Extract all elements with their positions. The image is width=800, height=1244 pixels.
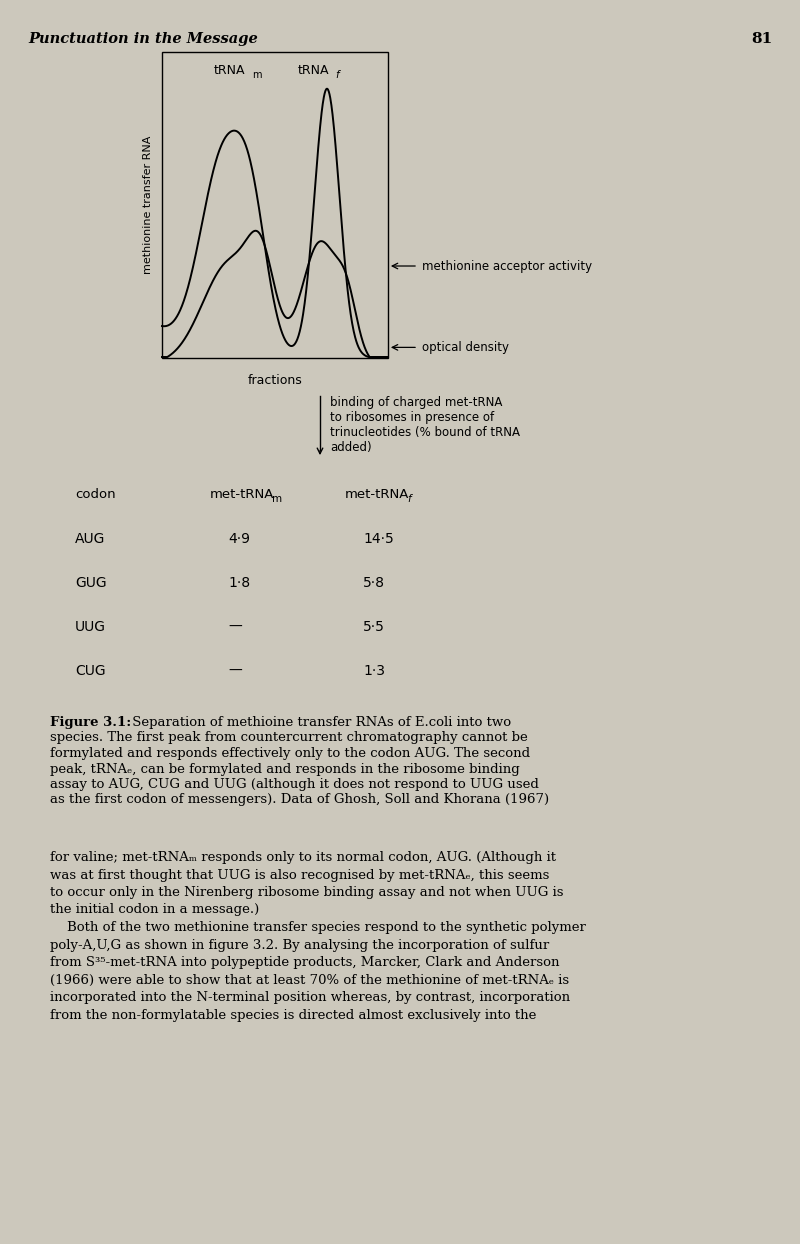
Text: met-tRNA: met-tRNA — [210, 488, 274, 501]
Text: formylated and responds effectively only to the codon AUG. The second: formylated and responds effectively only… — [50, 746, 530, 760]
Text: to occur only in the Nirenberg ribosome binding assay and not when UUG is: to occur only in the Nirenberg ribosome … — [50, 886, 563, 899]
Text: Figure 3.1:: Figure 3.1: — [50, 717, 131, 729]
Text: for valine; met-tRNAₘ responds only to its normal codon, AUG. (Although it: for valine; met-tRNAₘ responds only to i… — [50, 851, 556, 865]
Text: 1·8: 1·8 — [228, 576, 250, 590]
Text: peak, tRNAₑ, can be formylated and responds in the ribosome binding: peak, tRNAₑ, can be formylated and respo… — [50, 763, 520, 775]
Text: 81: 81 — [750, 32, 772, 46]
Text: 4·9: 4·9 — [228, 532, 250, 546]
Text: from the non-formylatable species is directed almost exclusively into the: from the non-formylatable species is dir… — [50, 1009, 536, 1021]
Text: met-tRNA: met-tRNA — [345, 488, 410, 501]
Text: binding of charged met-tRNA: binding of charged met-tRNA — [330, 396, 502, 409]
Bar — [162, 52, 388, 358]
Text: Both of the two methionine transfer species respond to the synthetic polymer: Both of the two methionine transfer spec… — [50, 921, 586, 934]
Text: to ribosomes in presence of: to ribosomes in presence of — [330, 411, 494, 424]
Text: UUG: UUG — [75, 620, 106, 634]
Text: Punctuation in the Message: Punctuation in the Message — [28, 32, 258, 46]
Text: the initial codon in a message.): the initial codon in a message.) — [50, 903, 259, 917]
Text: m: m — [272, 494, 282, 504]
Text: Separation of methioine transfer RNAs of E.coli into two: Separation of methioine transfer RNAs of… — [128, 717, 511, 729]
Text: tRNA: tRNA — [214, 63, 246, 77]
Text: (1966) were able to show that at least 70% of the methionine of met-tRNAₑ is: (1966) were able to show that at least 7… — [50, 974, 569, 986]
Text: was at first thought that UUG is also recognised by met-tRNAₑ, this seems: was at first thought that UUG is also re… — [50, 868, 550, 882]
Text: from S³⁵-met-tRNA into polypeptide products, Marcker, Clark and Anderson: from S³⁵-met-tRNA into polypeptide produ… — [50, 955, 559, 969]
Text: 5·5: 5·5 — [363, 620, 385, 634]
Text: trinucleotides (% bound of tRNA: trinucleotides (% bound of tRNA — [330, 425, 520, 439]
Text: added): added) — [330, 442, 372, 454]
Text: fractions: fractions — [248, 374, 302, 387]
Text: —: — — [228, 664, 242, 678]
Text: incorporated into the N-terminal position whereas, by contrast, incorporation: incorporated into the N-terminal positio… — [50, 991, 570, 1004]
Text: as the first codon of messengers). Data of Ghosh, Soll and Khorana (1967): as the first codon of messengers). Data … — [50, 794, 549, 806]
Text: tRNA: tRNA — [298, 63, 329, 77]
Text: GUG: GUG — [75, 576, 106, 590]
Text: methionine transfer RNA: methionine transfer RNA — [143, 136, 153, 274]
Text: —: — — [228, 620, 242, 634]
Text: AUG: AUG — [75, 532, 106, 546]
Text: species. The first peak from countercurrent chromatography cannot be: species. The first peak from countercurr… — [50, 731, 528, 744]
Text: optical density: optical density — [422, 341, 509, 353]
Text: f: f — [335, 70, 339, 80]
Text: f: f — [407, 494, 410, 504]
Text: codon: codon — [75, 488, 116, 501]
Text: poly-A,U,G as shown in figure 3.2. By analysing the incorporation of sulfur: poly-A,U,G as shown in figure 3.2. By an… — [50, 938, 550, 952]
Text: methionine acceptor activity: methionine acceptor activity — [422, 260, 592, 272]
Text: m: m — [252, 70, 262, 80]
Text: assay to AUG, CUG and UUG (although it does not respond to UUG used: assay to AUG, CUG and UUG (although it d… — [50, 778, 539, 791]
Text: CUG: CUG — [75, 664, 106, 678]
Text: 5·8: 5·8 — [363, 576, 385, 590]
Text: 14·5: 14·5 — [363, 532, 394, 546]
Text: 1·3: 1·3 — [363, 664, 385, 678]
